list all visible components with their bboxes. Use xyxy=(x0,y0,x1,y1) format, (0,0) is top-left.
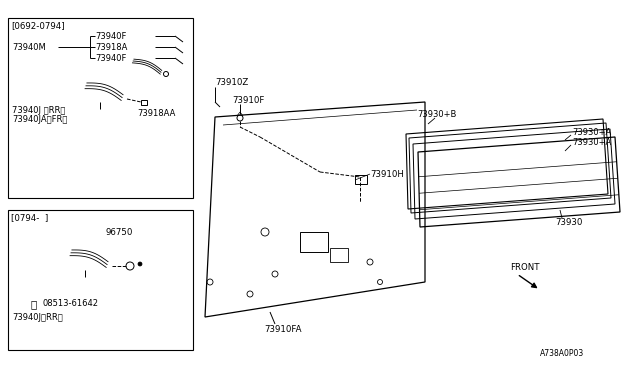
Text: 73930: 73930 xyxy=(555,218,582,227)
Text: 73918A: 73918A xyxy=(95,42,127,51)
Text: 96750: 96750 xyxy=(105,228,132,237)
Bar xyxy=(330,248,348,262)
Bar xyxy=(8,210,193,350)
Circle shape xyxy=(138,262,142,266)
Text: 73940J 〈RR〉: 73940J 〈RR〉 xyxy=(12,106,65,115)
Text: [0692-0794]: [0692-0794] xyxy=(11,22,65,31)
Text: 73910F: 73910F xyxy=(232,96,264,105)
Bar xyxy=(8,18,193,198)
Text: 73940JA〈FR〉: 73940JA〈FR〉 xyxy=(12,115,67,124)
Text: Ⓢ: Ⓢ xyxy=(30,299,36,309)
Bar xyxy=(300,232,328,252)
Text: 73930+A: 73930+A xyxy=(572,128,611,137)
Text: 73910Z: 73910Z xyxy=(215,77,248,87)
Bar xyxy=(355,175,367,184)
Text: A738A0P03: A738A0P03 xyxy=(540,350,584,359)
Text: 73930+A: 73930+A xyxy=(572,138,611,147)
Text: 73940F: 73940F xyxy=(95,32,126,41)
Text: 73910FA: 73910FA xyxy=(264,326,301,334)
Text: [0794-  ]: [0794- ] xyxy=(11,214,48,222)
Text: 08513-61642: 08513-61642 xyxy=(42,299,98,308)
Text: FRONT: FRONT xyxy=(510,263,540,272)
Text: 73940F: 73940F xyxy=(95,54,126,62)
Text: 73930+B: 73930+B xyxy=(417,109,456,119)
Text: 73940J〈RR〉: 73940J〈RR〉 xyxy=(12,312,63,321)
Text: 73940M: 73940M xyxy=(12,42,45,51)
Bar xyxy=(141,100,147,105)
Text: 73910H: 73910H xyxy=(370,170,404,179)
Text: 73918AA: 73918AA xyxy=(137,109,175,118)
